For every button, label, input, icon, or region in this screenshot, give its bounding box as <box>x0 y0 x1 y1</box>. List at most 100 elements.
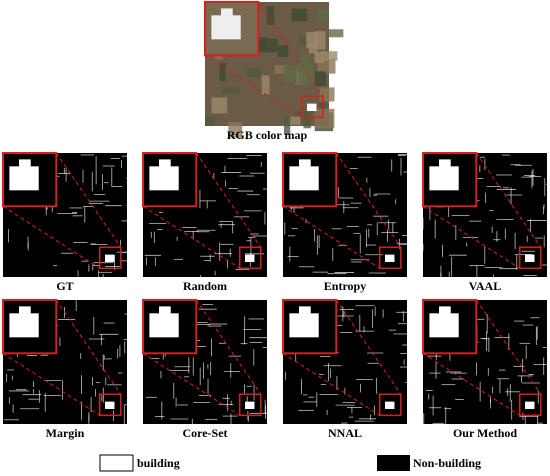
field-patch <box>255 37 267 50</box>
zoom-line <box>195 152 262 248</box>
legend-swatch-building <box>99 454 134 472</box>
prediction-map <box>142 152 267 277</box>
zoom-building <box>429 166 459 191</box>
field-patch <box>246 67 261 78</box>
field-patch <box>299 54 310 71</box>
zoom-line <box>2 205 100 269</box>
field-patch <box>317 8 329 20</box>
prediction-map <box>422 152 547 277</box>
zoom-box <box>98 246 122 270</box>
zoom-building <box>9 166 39 191</box>
target-building <box>384 401 395 409</box>
zoom-line <box>142 205 240 269</box>
zoom-line <box>422 352 520 416</box>
zoom-box <box>238 246 262 270</box>
field-patch <box>295 110 303 121</box>
field-patch <box>205 116 216 126</box>
zoom-building <box>220 8 233 20</box>
zoom-building <box>211 15 241 40</box>
zoom-building <box>289 166 319 191</box>
zoom-box <box>378 393 402 417</box>
field-patch <box>277 45 289 57</box>
field-patch <box>274 65 287 74</box>
zoom-building <box>18 306 31 318</box>
zoom-box <box>518 246 542 270</box>
target-building <box>104 254 115 262</box>
caption: Our Method <box>453 426 517 440</box>
zoom-line <box>2 352 100 416</box>
legend-label: building <box>137 456 180 470</box>
zoom-line <box>55 299 122 395</box>
zoom-building <box>158 306 171 318</box>
field-patch <box>299 36 306 46</box>
field-patch <box>321 51 338 61</box>
zoom-line <box>195 299 262 395</box>
caption: Core-Set <box>182 426 227 440</box>
zoom-building <box>289 313 319 338</box>
field-patch <box>261 75 270 95</box>
zoom-line <box>282 205 380 269</box>
field-patch <box>314 51 324 64</box>
target-building <box>244 401 255 409</box>
target-building <box>524 254 535 262</box>
zoom-building <box>18 159 31 171</box>
legend-swatch-non-building <box>377 455 410 471</box>
zoom-line <box>475 152 542 248</box>
zoom-line <box>55 152 122 248</box>
zoom-box <box>98 393 122 417</box>
prediction-map <box>422 299 547 424</box>
field-patch <box>328 29 344 38</box>
field-patch <box>266 6 275 25</box>
zoom-line <box>282 352 380 416</box>
zoom-line <box>142 352 240 416</box>
zoom-box <box>300 95 324 119</box>
zoom-building <box>298 159 311 171</box>
prediction-map <box>2 299 127 424</box>
field-patch <box>211 97 228 114</box>
caption: NNAL <box>328 426 362 440</box>
field-patch <box>219 62 226 82</box>
zoom-line <box>335 299 402 395</box>
field-patch <box>314 31 326 50</box>
field-patch <box>308 43 317 54</box>
target-building <box>244 254 255 262</box>
zoom-building <box>149 313 179 338</box>
zoom-building <box>438 159 451 171</box>
prediction-map <box>282 152 407 277</box>
zoom-box <box>518 393 542 417</box>
zoom-building <box>9 313 39 338</box>
zoom-building <box>158 159 171 171</box>
zoom-box <box>238 393 262 417</box>
caption: VAAL <box>469 279 501 293</box>
zoom-building <box>298 306 311 318</box>
zoom-building <box>149 166 179 191</box>
field-patch <box>303 110 312 129</box>
field-patch <box>306 32 318 48</box>
prediction-map <box>2 152 127 277</box>
zoom-box <box>378 246 402 270</box>
field-patch <box>283 66 297 82</box>
field-patch <box>287 116 301 125</box>
target-building <box>104 401 115 409</box>
zoom-line <box>422 205 520 269</box>
field-patch <box>283 116 291 135</box>
prediction-map <box>142 299 267 424</box>
target-building <box>384 254 395 262</box>
field-patch <box>221 87 240 94</box>
target-building <box>306 103 317 111</box>
caption: Random <box>183 279 227 293</box>
field-patch <box>291 8 308 22</box>
zoom-line <box>475 299 542 395</box>
caption: Entropy <box>324 279 366 293</box>
zoom-building <box>438 306 451 318</box>
caption: Margin <box>46 426 85 440</box>
field-patch <box>228 122 243 138</box>
zoom-building <box>429 313 459 338</box>
prediction-map <box>282 299 407 424</box>
rgb-image <box>204 1 344 138</box>
caption: RGB color map <box>227 128 308 142</box>
zoom-line <box>204 54 302 118</box>
field-patch <box>298 69 315 85</box>
zoom-line <box>335 152 402 248</box>
